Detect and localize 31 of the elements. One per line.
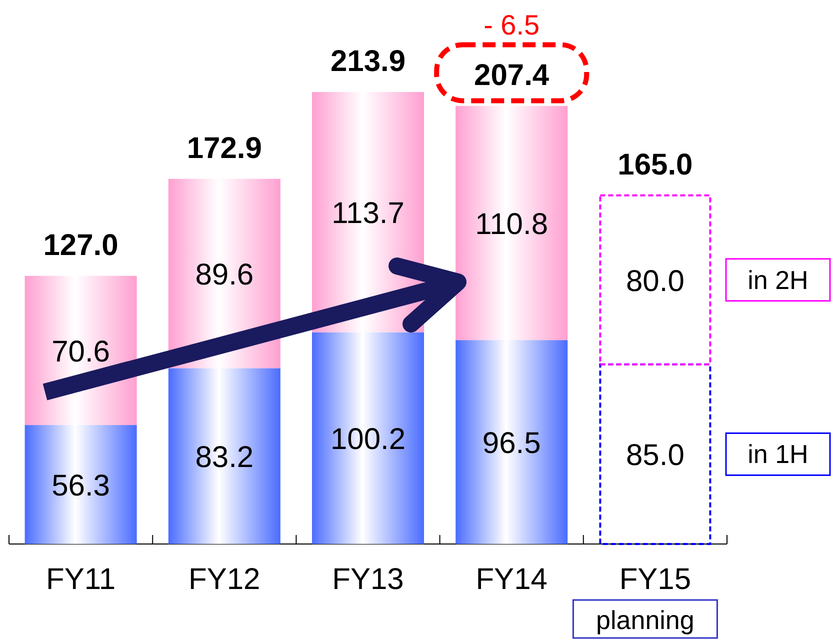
bar	[456, 340, 568, 544]
bar	[599, 194, 712, 366]
bar	[456, 106, 568, 340]
text: planning	[596, 605, 694, 635]
data-label: 110.8	[475, 208, 548, 242]
total-label: 207.4	[474, 58, 550, 92]
x-tick-label: FY12	[188, 563, 260, 596]
data-label: 83.2	[195, 441, 254, 474]
total-label: 172.9	[186, 132, 262, 165]
x-tick-label: FY11	[46, 563, 116, 596]
bar	[24, 425, 137, 544]
data-label: 89.6	[195, 258, 254, 292]
total-label: 127.0	[43, 228, 118, 262]
data-label: 113.7	[332, 197, 404, 230]
total-label: 165.0	[618, 148, 693, 182]
series-label: in 2H	[748, 264, 808, 295]
bar	[599, 363, 712, 545]
total-label: 213.9	[330, 45, 406, 78]
bar	[312, 332, 424, 544]
x-tick-label: FY13	[332, 563, 404, 596]
bar	[168, 368, 280, 544]
data-label: 100.2	[330, 423, 406, 456]
data-label: 70.6	[52, 335, 110, 368]
data-label: 96.5	[482, 427, 541, 460]
x-tick-label: FY14	[476, 563, 548, 596]
annotation: - 6.5	[484, 10, 540, 41]
series-label: in 1H	[748, 439, 808, 470]
data-label: 56.3	[52, 470, 110, 503]
x-tick-label: FY15	[619, 563, 692, 596]
data-label: 85.0	[626, 439, 684, 472]
data-label: 80.0	[626, 264, 684, 298]
